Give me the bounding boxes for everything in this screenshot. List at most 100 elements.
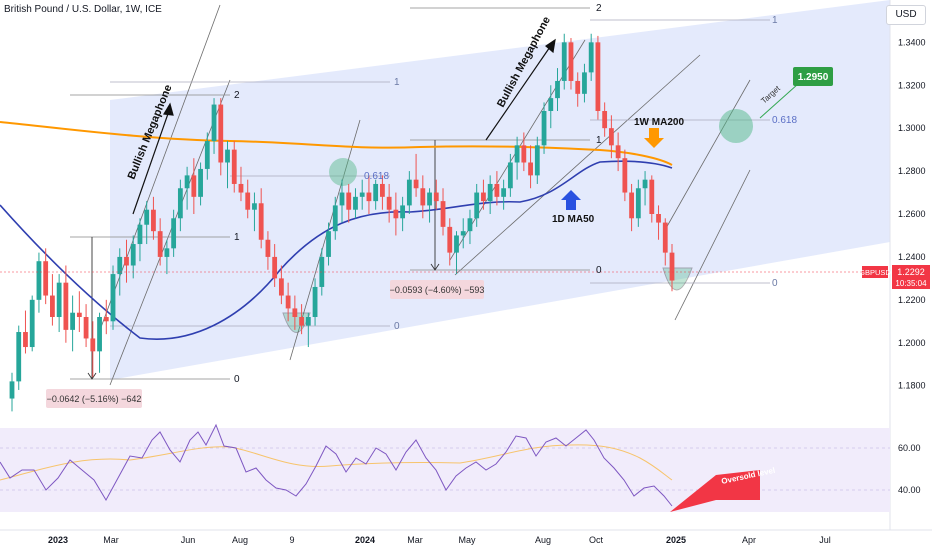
candle bbox=[669, 244, 675, 292]
candle-body bbox=[642, 179, 648, 189]
candle-body bbox=[440, 201, 446, 227]
y-tick-label: 1.3400 bbox=[898, 37, 926, 47]
trendline bbox=[109, 79, 231, 386]
candle bbox=[656, 205, 661, 240]
candle-body bbox=[575, 80, 581, 94]
candle-body bbox=[427, 192, 432, 206]
candle-body bbox=[406, 179, 412, 206]
trendline bbox=[664, 79, 751, 231]
candle bbox=[258, 188, 264, 249]
candle-body bbox=[252, 203, 257, 210]
candle-body bbox=[380, 183, 385, 197]
trendline bbox=[674, 169, 751, 321]
candle bbox=[521, 132, 527, 172]
ma50-label: 1D MA50 bbox=[552, 214, 595, 225]
candle bbox=[346, 183, 352, 223]
candle-body bbox=[507, 162, 513, 189]
measure-arrowhead bbox=[430, 263, 440, 271]
candle-body bbox=[359, 192, 365, 197]
measure-box-2 bbox=[390, 280, 484, 299]
fib-label: 1 bbox=[394, 77, 400, 88]
candle-body bbox=[292, 308, 298, 317]
candle bbox=[265, 231, 271, 270]
y-tick-label: 1.3200 bbox=[898, 80, 926, 90]
candle-body bbox=[454, 235, 459, 253]
candle bbox=[252, 192, 257, 232]
candle bbox=[117, 248, 123, 296]
candle-body bbox=[299, 317, 304, 326]
x-tick-label: Apr bbox=[742, 535, 756, 545]
candle bbox=[514, 136, 520, 180]
currency-button[interactable]: USD bbox=[886, 5, 926, 25]
candle-body bbox=[582, 72, 587, 94]
candle-body bbox=[312, 286, 318, 317]
fib-label: 1 bbox=[234, 232, 240, 243]
target-circle bbox=[719, 109, 753, 143]
candle bbox=[380, 175, 385, 210]
candle-body bbox=[420, 188, 426, 206]
candle-body bbox=[265, 239, 271, 257]
candle-body bbox=[514, 145, 520, 163]
candle bbox=[144, 201, 150, 245]
candle bbox=[642, 171, 648, 206]
candle bbox=[481, 179, 486, 210]
target-line bbox=[759, 83, 799, 119]
candle-body bbox=[238, 183, 244, 193]
candle bbox=[487, 175, 493, 214]
candle bbox=[191, 158, 197, 214]
pattern-arrow bbox=[485, 43, 553, 141]
candle bbox=[23, 310, 28, 354]
candle bbox=[568, 38, 574, 90]
ma200-label: 1W MA200 bbox=[634, 117, 684, 128]
candle-body bbox=[76, 312, 82, 317]
candle-body bbox=[561, 42, 567, 81]
candle bbox=[420, 175, 426, 219]
candle bbox=[50, 274, 55, 326]
candle-body bbox=[366, 192, 372, 202]
measure-tools bbox=[87, 140, 440, 380]
candle bbox=[204, 132, 210, 180]
x-tick-label: 9 bbox=[289, 535, 294, 545]
candle-body bbox=[184, 175, 190, 189]
rising-channel bbox=[110, 0, 890, 380]
pattern-arrows bbox=[132, 38, 556, 215]
y-tick-label: 1.2400 bbox=[898, 252, 926, 262]
candle bbox=[56, 274, 62, 333]
y-tick-label: 1.2200 bbox=[898, 295, 926, 305]
candle-body bbox=[43, 261, 49, 296]
fib-text-group: 2 1 1 0 0 0.618 0 1 2 1 0 0.618 bbox=[234, 3, 797, 385]
y-tick-label: 1.2600 bbox=[898, 209, 926, 219]
candle-body bbox=[393, 209, 399, 219]
candle bbox=[299, 304, 304, 335]
ma50-up-arrow bbox=[561, 190, 581, 210]
last-price-tag bbox=[892, 265, 930, 289]
fib-label: 0 bbox=[394, 321, 400, 332]
x-tick-group[interactable]: 2023 Mar Jun Aug 9 2024 Mar May Aug Oct 2025 Apr Jul bbox=[48, 535, 831, 545]
candle bbox=[582, 63, 587, 103]
candle bbox=[460, 218, 466, 249]
candle bbox=[534, 136, 540, 184]
candle-body bbox=[272, 256, 278, 279]
candle bbox=[245, 179, 251, 219]
candle-body bbox=[50, 295, 55, 317]
candle bbox=[541, 102, 547, 154]
candle bbox=[494, 171, 500, 206]
x-tick-label: Aug bbox=[535, 535, 551, 545]
arrow-head bbox=[163, 102, 174, 116]
candle bbox=[198, 162, 203, 206]
candle-body bbox=[177, 188, 183, 219]
candle-body bbox=[124, 256, 129, 266]
ma200-down-arrow bbox=[644, 128, 664, 148]
candle-body bbox=[400, 205, 406, 219]
candle-body bbox=[460, 231, 466, 236]
candle-body bbox=[629, 192, 634, 219]
fib-label: 0.618 bbox=[772, 115, 797, 126]
candle-body bbox=[130, 244, 136, 266]
candle bbox=[467, 209, 473, 245]
oversold-callout bbox=[670, 470, 760, 512]
candle-body bbox=[595, 42, 601, 112]
symbol-tag bbox=[862, 266, 888, 278]
candle-body bbox=[608, 128, 614, 146]
candle-body bbox=[474, 192, 480, 219]
rsi-line bbox=[0, 423, 673, 507]
